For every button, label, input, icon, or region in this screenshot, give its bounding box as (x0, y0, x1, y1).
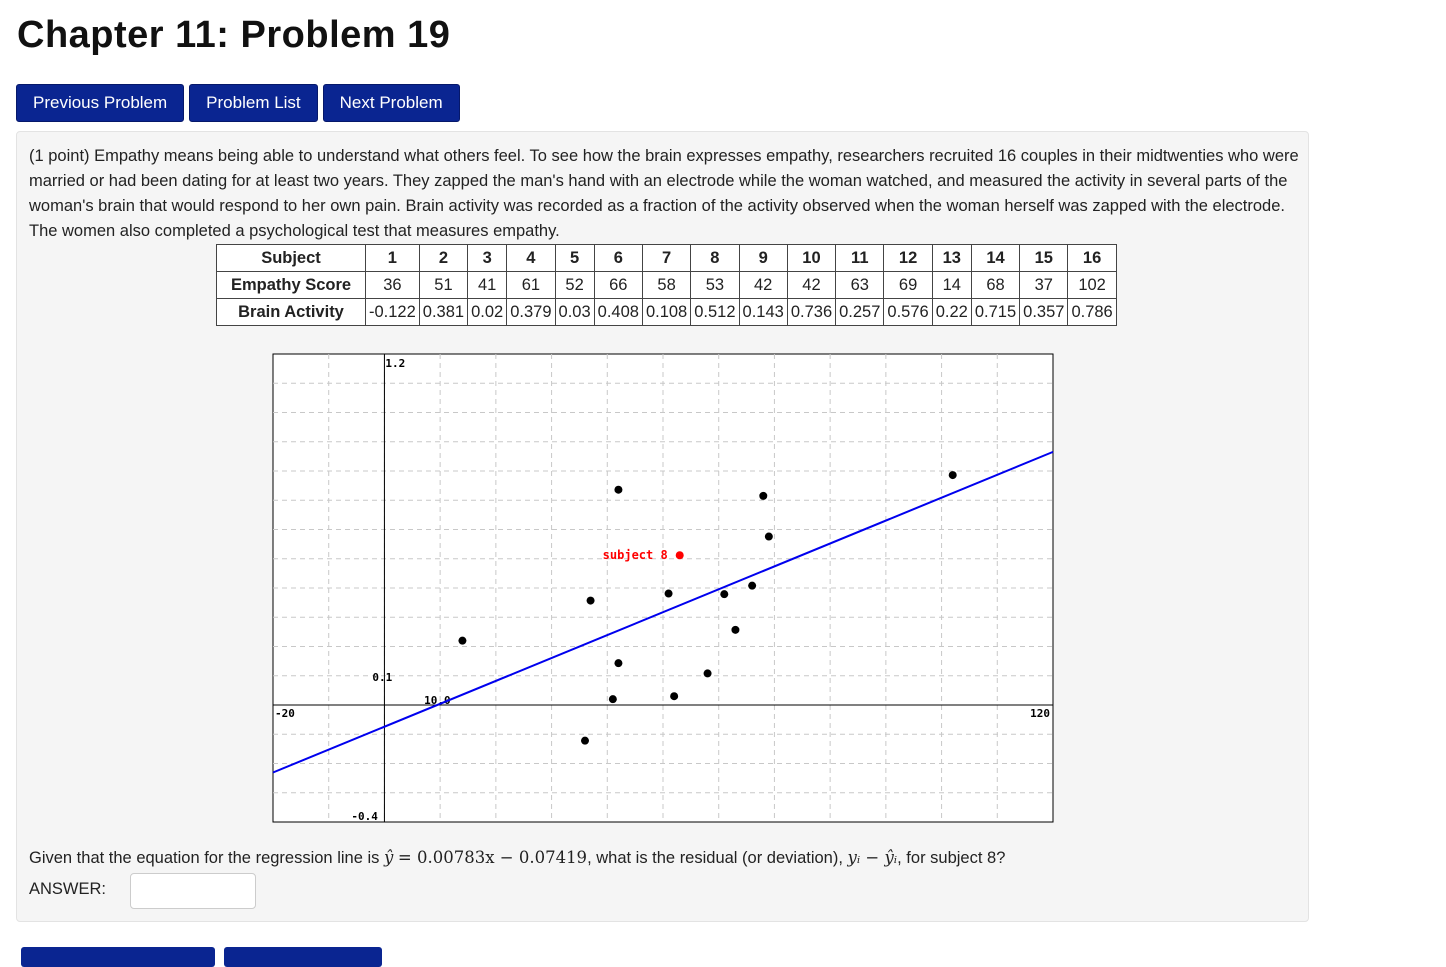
brain-cell: 0.408 (593, 298, 643, 326)
next-problem-button[interactable]: Next Problem (322, 84, 460, 122)
data-point (748, 581, 757, 590)
empathy-cell: 52 (554, 271, 595, 299)
problem-statement: (1 point) Empathy means being able to un… (29, 147, 1299, 240)
brain-row: Brain Activity -0.122 0.381 0.02 0.379 0.03 0… (216, 298, 1117, 326)
empathy-cell: 102 (1067, 271, 1117, 299)
subject-cell: 13 (931, 244, 972, 272)
data-point (720, 590, 729, 599)
submit-button[interactable] (21, 947, 215, 967)
equation-lhs: ŷ (383, 848, 394, 867)
brain-cell: -0.122 (365, 298, 420, 326)
question-mid: , what is the residual (or deviation), (587, 849, 843, 867)
x-tick-label: 120 (1030, 707, 1050, 720)
preview-button[interactable] (224, 947, 382, 967)
data-point (614, 485, 623, 494)
row-label-brain: Brain Activity (216, 298, 366, 326)
row-label-subject: Subject (216, 244, 366, 272)
subject-cell: 1 (365, 244, 420, 272)
highlight-label: subject 8 (603, 548, 668, 562)
empathy-cell: 36 (365, 271, 420, 299)
brain-cell: 0.379 (506, 298, 556, 326)
empathy-cell: 42 (738, 271, 788, 299)
subject-row: Subject 1 2 3 4 5 6 7 8 9 10 11 12 13 14 15 16 (216, 244, 1117, 272)
previous-problem-button[interactable]: Previous Problem (16, 84, 185, 122)
row-label-empathy: Empathy Score (216, 271, 366, 299)
subject-cell: 3 (467, 244, 508, 272)
subject-cell: 5 (554, 244, 595, 272)
y-tick-label: -0.4 (351, 810, 378, 823)
subject-cell: 11 (835, 244, 885, 272)
empathy-cell: 51 (418, 271, 469, 299)
data-point (670, 692, 679, 701)
brain-cell: 0.715 (970, 298, 1021, 326)
data-point (948, 471, 957, 480)
subject-cell: 10 (786, 244, 837, 272)
empathy-cell: 37 (1019, 271, 1069, 299)
residual-expression: yᵢ − ŷᵢ (847, 848, 898, 867)
subject-cell: 9 (738, 244, 788, 272)
data-point (614, 659, 623, 668)
subject-cell: 12 (883, 244, 933, 272)
problem-panel: (1 point) Empathy means being able to un… (16, 131, 1309, 922)
empathy-cell: 53 (690, 271, 740, 299)
equation-rhs: = 0.00783x − 0.07419 (397, 848, 588, 867)
brain-cell: 0.576 (883, 298, 933, 326)
empathy-cell: 68 (970, 271, 1021, 299)
data-point (703, 669, 712, 678)
brain-cell: 0.357 (1019, 298, 1069, 326)
brain-cell: 0.143 (738, 298, 788, 326)
brain-cell: 0.22 (931, 298, 972, 326)
question-text: Given that the equation for the regressi… (29, 848, 1005, 868)
y-tick-label: 0.1 (372, 671, 392, 684)
x-tick-label: 10.0 (424, 694, 451, 707)
data-point (458, 636, 467, 645)
data-point (586, 596, 595, 605)
subject-cell: 14 (970, 244, 1021, 272)
brain-cell: 0.512 (690, 298, 740, 326)
empathy-cell: 58 (641, 271, 692, 299)
empathy-cell: 63 (835, 271, 885, 299)
question-suffix: , for subject 8? (897, 849, 1006, 867)
question-prefix: Given that the equation for the regressi… (29, 849, 380, 867)
brain-cell: 0.03 (554, 298, 595, 326)
data-point (764, 532, 773, 541)
brain-cell: 0.381 (418, 298, 469, 326)
subject-cell: 4 (506, 244, 556, 272)
brain-cell: 0.108 (641, 298, 692, 326)
answer-input[interactable] (130, 873, 256, 909)
subject-cell: 16 (1067, 244, 1117, 272)
subject-cell: 2 (418, 244, 469, 272)
regression-line (272, 450, 1054, 774)
highlighted-point (675, 551, 684, 560)
answer-label: ANSWER: (29, 880, 107, 898)
subject-cell: 8 (690, 244, 740, 272)
empathy-cell: 61 (506, 271, 556, 299)
x-tick-label: -20 (275, 707, 295, 720)
data-point (581, 736, 589, 745)
data-point (664, 589, 673, 598)
subject-cell: 15 (1019, 244, 1069, 272)
empathy-row: Empathy Score 36 51 41 61 52 66 58 53 42 42 63 69 14… (216, 271, 1117, 299)
y-tick-label: 1.2 (385, 357, 405, 370)
data-point (608, 695, 617, 704)
data-point (731, 625, 740, 634)
empathy-cell: 14 (931, 271, 972, 299)
brain-cell: 0.257 (835, 298, 885, 326)
brain-cell: 0.736 (786, 298, 837, 326)
subject-cell: 6 (593, 244, 643, 272)
data-table: Subject 1 2 3 4 5 6 7 8 9 10 11 12 13 14 15 16 Empathy … (216, 244, 1117, 326)
brain-cell: 0.786 (1067, 298, 1117, 326)
problem-nav: Previous Problem Problem List Next Probl… (16, 84, 460, 122)
scatter-plot: -20 10.0 120 1.2 0.1 -0.4 subject 8 (272, 353, 1054, 823)
empathy-cell: 42 (786, 271, 837, 299)
brain-cell: 0.02 (467, 298, 508, 326)
subject-cell: 7 (641, 244, 692, 272)
empathy-cell: 69 (883, 271, 933, 299)
bottom-buttons (21, 947, 382, 967)
empathy-cell: 66 (593, 271, 643, 299)
page-title: Chapter 11: Problem 19 (17, 14, 451, 56)
data-point (759, 491, 768, 500)
problem-list-button[interactable]: Problem List (189, 84, 318, 122)
empathy-cell: 41 (467, 271, 508, 299)
